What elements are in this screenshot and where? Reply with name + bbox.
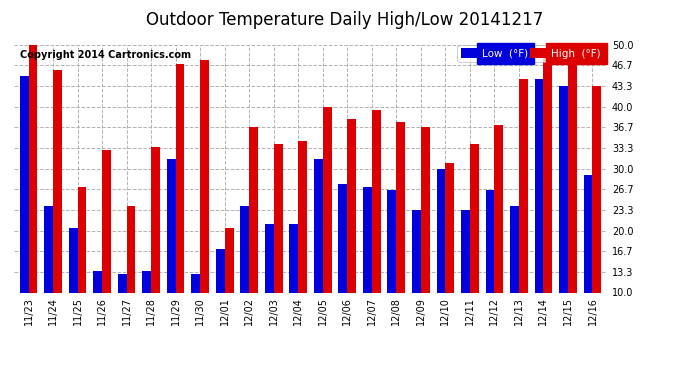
Bar xyxy=(274,144,282,354)
Bar xyxy=(265,224,274,354)
Bar xyxy=(363,188,372,354)
Bar xyxy=(69,228,77,354)
Bar xyxy=(93,271,102,354)
Bar xyxy=(20,76,28,354)
Bar xyxy=(118,274,126,354)
Bar xyxy=(593,87,601,354)
Bar xyxy=(44,206,53,354)
Bar xyxy=(510,206,519,354)
Bar xyxy=(216,249,225,354)
Bar xyxy=(486,190,495,354)
Bar xyxy=(584,175,593,354)
Bar xyxy=(142,271,151,354)
Bar xyxy=(77,188,86,354)
Bar xyxy=(200,60,209,354)
Bar xyxy=(289,224,298,354)
Bar xyxy=(28,45,37,354)
Bar xyxy=(544,51,552,354)
Bar xyxy=(314,159,323,354)
Legend: Low  (°F), High  (°F): Low (°F), High (°F) xyxy=(457,45,604,62)
Bar xyxy=(225,228,233,354)
Bar xyxy=(421,127,430,354)
Bar xyxy=(240,206,249,354)
Bar xyxy=(559,87,568,354)
Bar xyxy=(298,141,307,354)
Bar xyxy=(495,125,503,354)
Bar xyxy=(151,147,160,354)
Bar xyxy=(372,110,381,354)
Bar xyxy=(461,210,470,354)
Bar xyxy=(445,163,454,354)
Bar xyxy=(412,210,421,354)
Bar xyxy=(535,79,544,354)
Bar xyxy=(167,159,176,354)
Bar xyxy=(191,274,200,354)
Bar xyxy=(470,144,479,354)
Bar xyxy=(347,119,356,354)
Bar xyxy=(388,190,396,354)
Bar xyxy=(519,79,528,354)
Bar xyxy=(249,127,258,354)
Bar xyxy=(339,184,347,354)
Bar xyxy=(396,122,405,354)
Bar xyxy=(126,206,135,354)
Bar xyxy=(568,65,577,354)
Bar xyxy=(102,150,111,354)
Bar xyxy=(323,107,332,354)
Bar xyxy=(437,169,445,354)
Text: Outdoor Temperature Daily High/Low 20141217: Outdoor Temperature Daily High/Low 20141… xyxy=(146,11,544,29)
Text: Copyright 2014 Cartronics.com: Copyright 2014 Cartronics.com xyxy=(20,50,190,60)
Bar xyxy=(176,63,184,354)
Bar xyxy=(53,70,62,354)
